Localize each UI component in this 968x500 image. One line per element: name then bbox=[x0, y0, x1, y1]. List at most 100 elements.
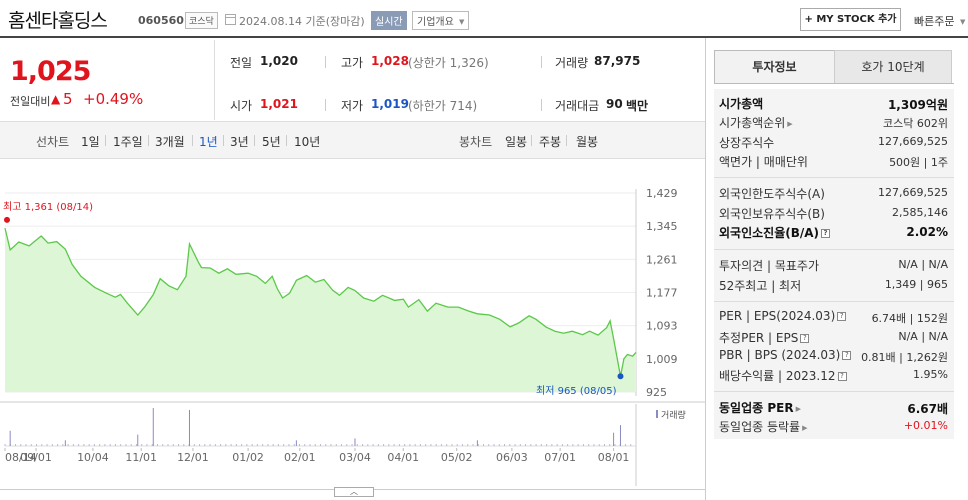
x-tick-label: 11/01 bbox=[125, 451, 157, 464]
y-tick-label: 1,345 bbox=[646, 220, 678, 233]
price-chart[interactable]: 1,429 1,345 1,261 1,177 1,093 1,009 925 최고 1,36… bbox=[0, 160, 705, 400]
info-label-text: 52주최고 | 최저 bbox=[719, 279, 802, 293]
divider bbox=[286, 135, 287, 146]
info-label[interactable]: 동일업종 등락률 ▶ bbox=[719, 418, 808, 435]
info-label: PER | EPS(2024.03)? bbox=[719, 309, 847, 323]
info-label[interactable]: 동일업종 PER ▶ bbox=[719, 399, 801, 416]
quick-order-button[interactable]: 빠른주문 ▼ bbox=[914, 13, 965, 29]
help-icon[interactable]: ? bbox=[837, 312, 847, 321]
high-label: 고가 bbox=[341, 56, 364, 70]
date-suffix: 기준(장마감) bbox=[305, 15, 365, 28]
info-label: PBR | BPS (2024.03)? bbox=[719, 348, 852, 362]
help-icon[interactable]: ? bbox=[842, 351, 852, 360]
low-label: 저가 bbox=[341, 99, 364, 113]
quick-order-label: 빠른주문 bbox=[914, 15, 955, 28]
info-label-text: 배당수익률 | 2023.12 bbox=[719, 369, 836, 383]
candle-daily[interactable]: 일봉 bbox=[505, 135, 528, 149]
range-3y[interactable]: 3년 bbox=[230, 135, 249, 149]
realtime-button[interactable]: 실시간 bbox=[371, 11, 407, 30]
y-tick-label: 1,429 bbox=[646, 187, 678, 200]
info-label: 52주최고 | 최저 bbox=[719, 277, 801, 294]
info-label-text: 시가총액순위 bbox=[719, 116, 786, 130]
add-mystock-button[interactable]: + MY STOCK 추가 bbox=[800, 8, 901, 31]
divider bbox=[192, 135, 193, 146]
candle-weekly[interactable]: 주봉 bbox=[539, 135, 562, 149]
range-1d[interactable]: 1일 bbox=[81, 135, 100, 149]
info-label: 배당수익률 | 2023.12? bbox=[719, 367, 847, 384]
x-tick-label: 08/01 bbox=[598, 451, 630, 464]
volume-value: 87,975 bbox=[594, 54, 641, 68]
volume-legend-label: 거래량 bbox=[661, 409, 686, 421]
range-10y[interactable]: 10년 bbox=[294, 135, 321, 149]
x-tick-label: 04/01 bbox=[387, 451, 419, 464]
range-3m[interactable]: 3개월 bbox=[155, 135, 185, 149]
info-value: 127,669,525 bbox=[878, 186, 948, 199]
info-value: N/A | N/A bbox=[898, 330, 948, 343]
info-label: 투자의견 | 목표주가 bbox=[719, 257, 819, 274]
chevron-right-icon: ▶ bbox=[802, 423, 808, 432]
market-tag: 코스닥 bbox=[185, 12, 218, 29]
help-icon[interactable]: ? bbox=[821, 229, 831, 238]
x-tick-label: 09/01 bbox=[20, 451, 52, 464]
high-value: 1,028 bbox=[371, 54, 409, 68]
tab-order-book[interactable]: 호가 10단계 bbox=[834, 50, 952, 84]
divider bbox=[705, 38, 706, 500]
divider bbox=[541, 99, 542, 111]
y-tick-label: 1,093 bbox=[646, 320, 678, 333]
info-label-text: 시가총액 bbox=[719, 97, 764, 111]
chevron-up-icon: ︿ bbox=[350, 487, 358, 496]
info-value: +0.01% bbox=[903, 419, 948, 432]
open-value: 1,021 bbox=[260, 97, 298, 111]
divider bbox=[223, 135, 224, 146]
info-value: N/A | N/A bbox=[898, 258, 948, 271]
min-annotation: 최저 965 (08/05) bbox=[536, 385, 617, 397]
prev-close-label: 전일 bbox=[230, 56, 253, 70]
info-label-text: 외국인보유주식수(B) bbox=[719, 207, 825, 221]
change-percent: +0.49% bbox=[83, 90, 144, 108]
max-marker bbox=[4, 216, 10, 223]
amount-label: 거래대금 bbox=[555, 99, 600, 113]
info-label-text: PER | EPS(2024.03) bbox=[719, 309, 836, 323]
info-label: 시가총액 bbox=[719, 95, 763, 112]
help-icon[interactable]: ? bbox=[800, 334, 810, 343]
volume-label: 거래량 bbox=[555, 56, 589, 70]
quote-date: 2024.08.14 기준(장마감) bbox=[239, 13, 365, 29]
y-tick-label: 1,009 bbox=[646, 353, 678, 366]
range-5y[interactable]: 5년 bbox=[262, 135, 281, 149]
chevron-right-icon: ▶ bbox=[795, 404, 801, 413]
price-line bbox=[4, 227, 637, 377]
info-label-text: 외국인한도주식수(A) bbox=[719, 187, 825, 201]
divider bbox=[148, 135, 149, 146]
x-tick-label: 07/01 bbox=[544, 451, 576, 464]
range-1y[interactable]: 1년 bbox=[199, 135, 218, 149]
divider bbox=[541, 56, 542, 68]
range-1w[interactable]: 1주일 bbox=[113, 135, 143, 149]
company-info-dropdown[interactable]: 기업개요 ▼ bbox=[412, 11, 470, 30]
info-value: 6.67배 bbox=[907, 402, 948, 416]
divider bbox=[325, 56, 326, 68]
divider bbox=[105, 135, 106, 146]
x-tick-label: 03/04 bbox=[339, 451, 371, 464]
info-label[interactable]: 시가총액순위 ▶ bbox=[719, 114, 793, 131]
stock-header bbox=[0, 0, 968, 38]
info-value: 1.95% bbox=[913, 368, 948, 381]
x-tick-label: 12/01 bbox=[177, 451, 209, 464]
calendar-icon bbox=[225, 14, 236, 25]
info-label-text: 동일업종 PER bbox=[719, 401, 794, 415]
info-label: 액면가 | 매매단위 bbox=[719, 153, 808, 170]
divider bbox=[214, 40, 215, 120]
company-info-label: 기업개요 bbox=[417, 17, 454, 28]
info-label-text: 추정PER | EPS bbox=[719, 331, 799, 345]
tab-investment-info[interactable]: 투자정보 bbox=[714, 50, 835, 84]
divider bbox=[566, 135, 567, 146]
change-value: 5 bbox=[63, 90, 73, 108]
x-tick-label: 08/14 bbox=[5, 451, 37, 464]
info-value: 0.81배 | 1,262원 bbox=[861, 351, 948, 364]
help-icon[interactable]: ? bbox=[837, 372, 847, 381]
chart-collapse-button[interactable]: ︿ bbox=[334, 487, 374, 497]
divider bbox=[325, 99, 326, 111]
lower-limit: (하한가 714) bbox=[408, 99, 478, 113]
candle-monthly[interactable]: 월봉 bbox=[576, 135, 599, 149]
info-value: 1,309억원 bbox=[887, 98, 948, 112]
